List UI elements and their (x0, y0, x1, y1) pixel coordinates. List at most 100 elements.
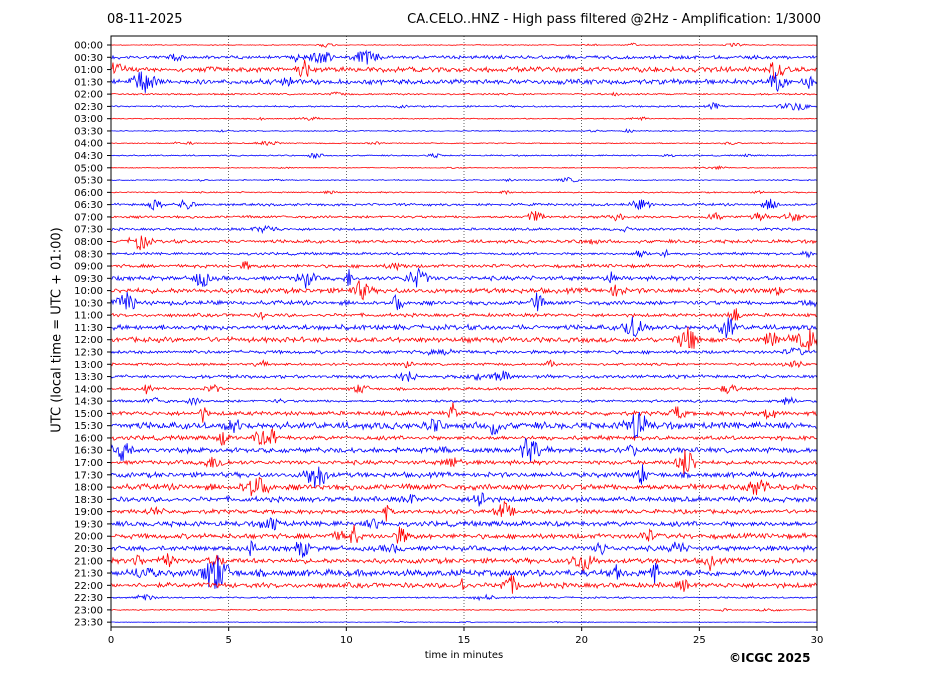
y-tick-label: 07:30 (74, 225, 103, 236)
trace-line (110, 539, 818, 558)
trace-line (110, 500, 818, 522)
plot-frame (110, 35, 818, 628)
trace-line (110, 476, 818, 497)
x-tick-label: 10 (340, 635, 353, 646)
trace-line (111, 224, 818, 235)
y-tick-label: 03:00 (74, 114, 103, 125)
y-tick-label: 18:00 (74, 483, 103, 494)
y-tick-label: 17:00 (74, 458, 103, 469)
y-tick-label: 13:30 (74, 372, 103, 383)
trace-line (110, 140, 818, 146)
trace-line (110, 71, 818, 93)
trace-line (110, 316, 818, 339)
y-tick-label: 21:30 (74, 569, 103, 580)
y-tick-label: 09:00 (74, 262, 103, 273)
trace-line (110, 620, 818, 624)
y-tick-label: 14:30 (74, 397, 103, 408)
trace-line (110, 370, 818, 382)
y-tick-label: 22:30 (74, 593, 103, 604)
trace-line (111, 128, 818, 133)
trace-line (111, 248, 818, 259)
y-tick-label: 18:30 (74, 495, 103, 506)
trace-line (110, 555, 818, 589)
y-tick-label: 19:00 (74, 507, 103, 518)
y-tick-label: 23:00 (74, 605, 103, 616)
y-tick-label: 02:00 (74, 90, 103, 101)
trace-line (110, 464, 818, 488)
trace-line (110, 291, 818, 312)
y-tick-label: 05:30 (74, 176, 103, 187)
trace-line (110, 235, 818, 251)
y-tick-label: 19:30 (74, 519, 103, 530)
y-tick-label: 20:00 (74, 532, 103, 543)
y-tick-label: 17:30 (74, 470, 103, 481)
chart-title: CA.CELO..HNZ - High pass filtered @2Hz -… (407, 12, 821, 27)
trace-line (110, 308, 818, 321)
trace-line (110, 91, 818, 97)
trace-line (110, 437, 818, 463)
y-tick-label: 03:30 (74, 126, 103, 137)
trace-line (110, 42, 818, 48)
trace-line (110, 593, 818, 602)
y-tick-label: 04:00 (74, 139, 103, 150)
y-tick-label: 16:00 (74, 433, 103, 444)
y-tick-label: 08:30 (74, 249, 103, 260)
copyright-text: ©ICGC 2025 (729, 651, 811, 665)
trace-line (110, 574, 818, 594)
trace-line (110, 101, 818, 111)
trace-line (110, 152, 818, 160)
trace-line (110, 607, 817, 612)
trace-line (110, 396, 818, 407)
x-tick-label: 25 (693, 635, 706, 646)
y-tick-label: 09:30 (74, 274, 103, 285)
y-tick-label: 06:30 (74, 200, 103, 211)
trace-line (110, 261, 818, 272)
trace-line (110, 116, 818, 122)
y-tick-label: 04:30 (74, 151, 103, 162)
trace-line (110, 402, 818, 423)
y-tick-label: 15:00 (74, 409, 103, 420)
y-tick-label: 02:30 (74, 102, 103, 113)
y-tick-label: 11:30 (74, 323, 103, 334)
y-tick-label: 01:00 (74, 65, 103, 76)
y-tick-label: 15:30 (74, 421, 103, 432)
trace-line (110, 210, 818, 223)
trace-line (110, 517, 818, 531)
y-tick-label: 08:00 (74, 237, 103, 248)
chart-date: 08-11-2025 (107, 12, 183, 27)
y-tick-label: 10:00 (74, 286, 103, 297)
x-tick-label: 0 (108, 635, 114, 646)
x-tick-label: 30 (811, 635, 824, 646)
y-tick-label: 06:00 (74, 188, 103, 199)
trace-line (110, 383, 818, 395)
trace-line (110, 427, 818, 446)
y-tick-label: 07:00 (74, 212, 103, 223)
trace-line (110, 412, 818, 440)
trace-line (110, 198, 818, 211)
trace-line (110, 59, 818, 81)
trace-line (110, 553, 818, 573)
trace-line (110, 326, 818, 351)
y-tick-label: 23:30 (74, 618, 103, 629)
x-tick-label: 15 (458, 635, 471, 646)
y-tick-label: 13:00 (74, 360, 103, 371)
y-tick-label: 14:00 (74, 384, 103, 395)
y-tick-label: 12:00 (74, 335, 103, 346)
trace-line (110, 267, 818, 289)
y-tick-label: 11:00 (74, 311, 103, 322)
x-axis-label: time in minutes (424, 650, 504, 661)
y-tick-label: 21:00 (74, 556, 103, 567)
y-tick-label: 16:30 (74, 446, 103, 457)
trace-line (110, 280, 818, 301)
trace-line (110, 492, 818, 507)
trace-line (110, 359, 818, 369)
y-tick-label: 05:00 (74, 163, 103, 174)
x-tick-label: 20 (575, 635, 588, 646)
y-tick-label: 20:30 (74, 544, 103, 555)
trace-line (110, 49, 818, 65)
x-tick-label: 5 (225, 635, 231, 646)
trace-line (110, 190, 818, 196)
trace-line (110, 347, 818, 357)
y-tick-label: 01:30 (74, 77, 103, 88)
